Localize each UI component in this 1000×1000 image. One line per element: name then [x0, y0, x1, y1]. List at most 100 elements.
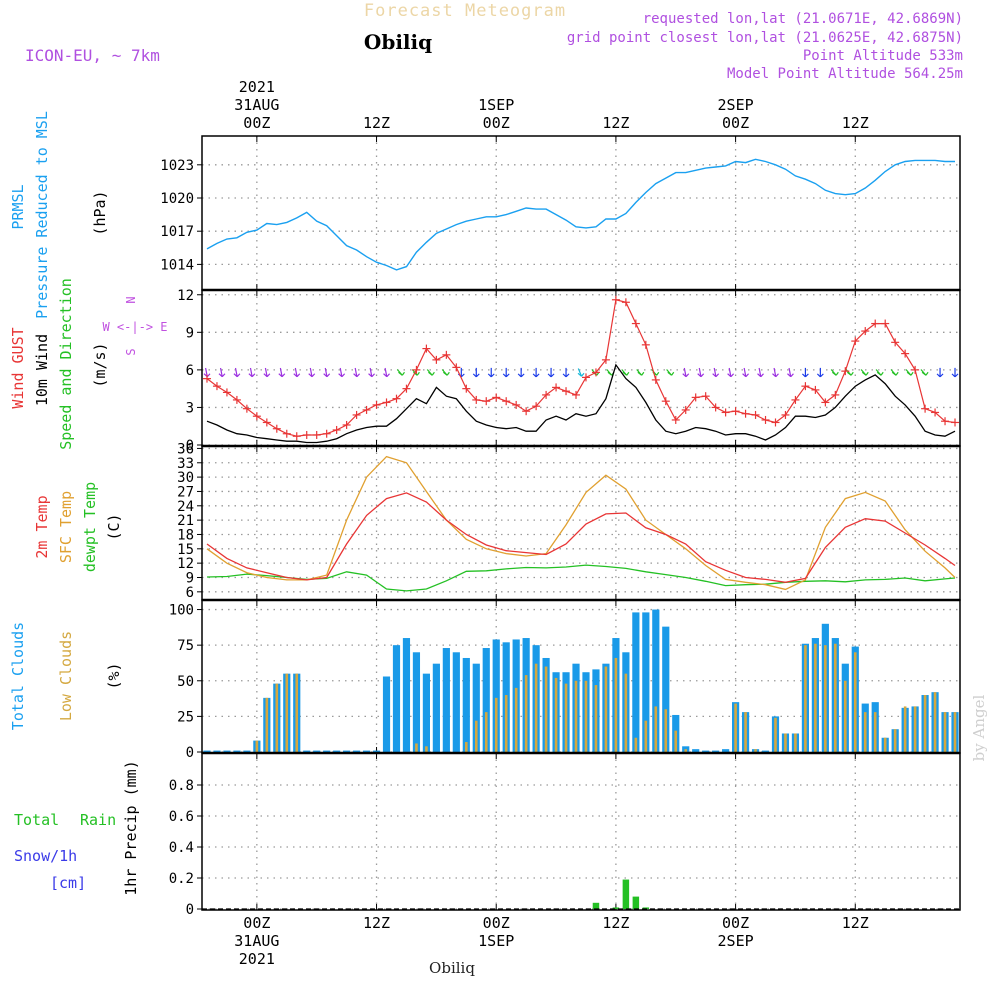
total-cloud-bar — [422, 673, 430, 752]
low-cloud-bar — [584, 680, 588, 752]
gust-marker — [641, 340, 650, 349]
arrow-head — [819, 373, 824, 378]
arrow-head — [398, 371, 403, 376]
arrow-head — [880, 371, 884, 376]
arrow-head — [835, 371, 839, 376]
y-tick-label: 21 — [177, 513, 194, 529]
total-cloud-bar — [372, 750, 381, 752]
arrow-head — [626, 371, 630, 376]
arrow-head — [431, 371, 435, 376]
arrow-head — [921, 371, 927, 376]
arrow-shaft — [324, 367, 328, 377]
arrow-shaft — [683, 367, 687, 377]
y-tick-label: 3 — [186, 400, 194, 416]
arrow-head — [517, 373, 522, 378]
gust-marker — [442, 350, 451, 359]
low-cloud-bar — [744, 712, 747, 752]
gust-marker — [422, 344, 431, 353]
y-tick-label: 18 — [177, 527, 194, 543]
low-cloud-bar — [494, 697, 498, 752]
low-cloud-bar — [873, 712, 877, 752]
arrow-head — [251, 373, 256, 378]
gust-marker — [542, 390, 551, 399]
arrow-head — [790, 373, 794, 378]
bottom-time-label: 00Z — [722, 914, 749, 932]
y-tick-label: 9 — [186, 570, 194, 586]
wind-direction-arrow — [308, 367, 316, 378]
low-cloud-bar — [923, 695, 927, 752]
arrow-head — [248, 373, 253, 378]
low-cloud-bar — [465, 742, 468, 752]
total-cloud-bar — [233, 750, 241, 752]
arrow-head — [490, 373, 495, 378]
total-cloud-bar — [482, 648, 490, 752]
arrow-head — [745, 373, 750, 378]
arrow-head — [667, 371, 672, 376]
y-tick-label: 6 — [186, 363, 194, 379]
arrow-head — [697, 373, 702, 378]
wind-gust-line — [206, 299, 956, 437]
low-cloud-bar — [654, 706, 658, 752]
top-time-label: 12Z — [363, 114, 390, 132]
2m-temp-line — [206, 492, 956, 583]
wind-direction-arrow — [517, 367, 525, 378]
wind-direction-arrow — [697, 367, 705, 378]
low-cloud-bar — [425, 746, 428, 752]
gust-marker — [691, 393, 700, 402]
temp-label-2m: 2m Temp — [33, 495, 51, 558]
y-tick-label: 30 — [177, 470, 194, 486]
gust-marker — [591, 368, 600, 377]
arrow-head — [951, 373, 956, 378]
wind-10m-line — [206, 363, 956, 444]
arrow-head — [876, 371, 882, 376]
total-cloud-bar — [402, 638, 411, 752]
arrow-shaft — [758, 367, 762, 377]
arrow-head — [804, 373, 809, 378]
arrow-head — [263, 373, 268, 378]
arrow-head — [700, 373, 705, 378]
total-cloud-bar — [203, 750, 211, 752]
wind-direction-arrow — [951, 367, 959, 378]
arrow-head — [233, 373, 238, 378]
arrow-head — [416, 371, 420, 376]
total-cloud-bar — [362, 750, 371, 752]
arrow-shaft — [339, 367, 343, 377]
top-time-label: 1SEP — [478, 96, 514, 114]
gust-marker — [681, 405, 690, 414]
low-cloud-bar — [604, 666, 608, 752]
wind-direction-arrow — [772, 367, 779, 378]
wind-direction-arrow — [263, 367, 271, 378]
top-time-label: 2SEP — [718, 96, 754, 114]
arrow-head — [353, 373, 358, 378]
arrow-shaft — [264, 367, 268, 377]
arrow-head — [266, 373, 271, 378]
gust-marker — [572, 390, 581, 399]
arrow-head — [502, 373, 507, 378]
y-tick-label: 6 — [186, 585, 194, 601]
low-cloud-bar — [674, 730, 678, 752]
arrow-head — [383, 373, 388, 378]
point-altitude: Point Altitude 533m — [803, 48, 963, 64]
gust-marker — [452, 363, 461, 372]
wind-direction-arrow — [936, 367, 944, 378]
total-cloud-bar — [702, 750, 710, 752]
arrow-head — [816, 373, 821, 378]
wind-direction-arrow — [383, 367, 390, 378]
wind-direction-arrow — [860, 369, 869, 376]
gust-marker — [322, 429, 331, 438]
arrow-head — [712, 373, 717, 378]
wind-direction-arrow — [742, 367, 750, 378]
cloud-unit: (%) — [105, 662, 123, 689]
y-tick-label: 1023 — [160, 158, 194, 174]
chart-title: Forecast Meteogram — [364, 1, 566, 21]
arrow-head — [760, 373, 764, 378]
low-cloud-bar — [554, 677, 558, 752]
arrow-shaft — [369, 367, 373, 377]
total-cloud-bar — [323, 750, 331, 752]
cloud-label-total: Total Clouds — [9, 622, 27, 730]
gust-marker — [581, 373, 590, 382]
gust-marker — [492, 393, 501, 402]
top-time-label: 31AUG — [234, 96, 279, 114]
arrow-head — [801, 373, 806, 378]
